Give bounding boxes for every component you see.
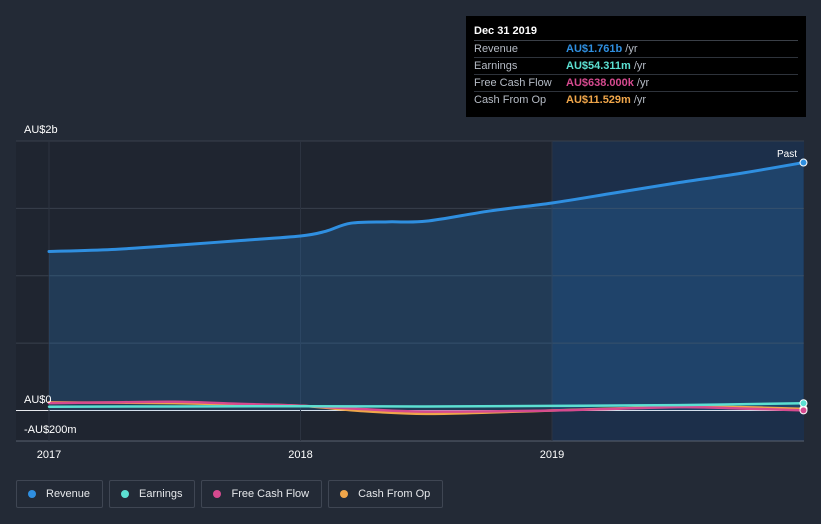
tooltip-row-unit: /yr (636, 77, 650, 89)
tooltip-row-unit: /yr (633, 60, 647, 72)
revenue-area (49, 162, 804, 411)
tooltip-row: Revenue AU$1.761b/yr (474, 41, 798, 58)
tooltip-row-value: AU$11.529m (566, 94, 631, 106)
tooltip-row-value: AU$54.311m (566, 60, 631, 72)
legend-label: Earnings (139, 488, 183, 500)
free-cash-flow-end-point (799, 406, 808, 415)
tooltip-row-unit: /yr (625, 43, 638, 55)
legend-dot-icon (340, 490, 349, 498)
y-tick-label: -AU$200m (24, 424, 77, 436)
revenue-end-point (799, 158, 808, 167)
tooltip-row-label: Free Cash Flow (474, 77, 552, 89)
x-tick-label: 2018 (288, 449, 312, 461)
earnings-end-point (799, 399, 808, 408)
x-tick-label: 2017 (37, 449, 61, 461)
tooltip-row-unit: /yr (633, 94, 647, 106)
grid-lines (16, 140, 804, 442)
tooltip-row: Free Cash Flow AU$638.000k/yr (474, 75, 798, 92)
y-tick-label: AU$0 (24, 394, 52, 406)
tooltip-date: Dec 31 2019 (474, 24, 798, 41)
legend-dot-icon (28, 490, 36, 498)
y-tick-label: AU$2b (24, 124, 58, 136)
tooltip-row-value: AU$1.761b (566, 43, 623, 55)
revenue-area-fill (49, 162, 804, 411)
tooltip-rows: Revenue AU$1.761b/yr Earnings AU$54.311m/yr… (474, 41, 798, 109)
tooltip: Dec 31 2019 Revenue AU$1.761b/yr Earnings A… (466, 16, 806, 117)
past-region (552, 141, 804, 441)
x-axis-labels: 2017 2018 2019 (37, 449, 564, 461)
legend-item-revenue[interactable]: Revenue (16, 480, 104, 508)
legend: Revenue Earnings Free Cash Flow Cash From O… (16, 480, 444, 508)
legend-dot-icon (121, 490, 130, 498)
earnings-line (47, 401, 805, 408)
legend-label: Cash From Op (358, 488, 431, 500)
legend-item-free-cash-flow[interactable]: Free Cash Flow (201, 480, 323, 508)
legend-item-cash-from-op[interactable]: Cash From Op (328, 480, 444, 508)
legend-dot-icon (213, 490, 222, 498)
tooltip-row-label: Cash From Op (474, 94, 547, 106)
tooltip-row-value: AU$638.000k (566, 77, 634, 89)
revenue-line (47, 161, 805, 253)
tooltip-row-label: Earnings (474, 60, 518, 72)
tooltip-row: Cash From Op AU$11.529m/yr (474, 92, 798, 109)
free-cash-flow-line (47, 400, 805, 413)
series-lines (47, 158, 808, 416)
x-tick-label: 2019 (540, 449, 564, 461)
y-axis-labels: AU$2b AU$0 -AU$200m (24, 124, 77, 436)
past-label: Past (777, 149, 797, 160)
legend-label: Free Cash Flow (231, 488, 310, 500)
legend-item-earnings[interactable]: Earnings (109, 480, 196, 508)
tooltip-row: Earnings AU$54.311m/yr (474, 58, 798, 75)
tooltip-row-label: Revenue (474, 43, 519, 55)
legend-label: Revenue (46, 488, 91, 500)
